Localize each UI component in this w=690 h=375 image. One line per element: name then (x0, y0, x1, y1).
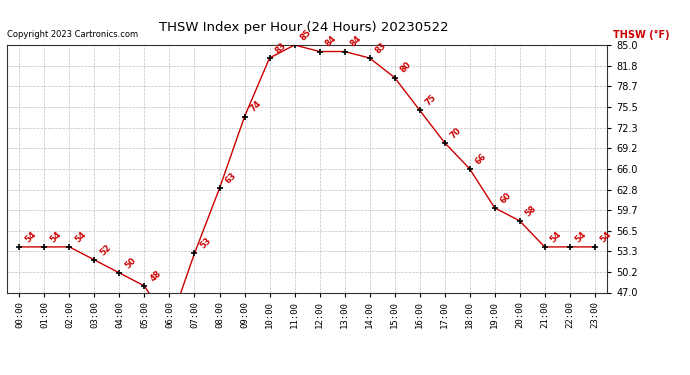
Text: 60: 60 (499, 190, 513, 205)
Text: 83: 83 (374, 41, 388, 55)
Text: THSW Index per Hour (24 Hours) 20230522: THSW Index per Hour (24 Hours) 20230522 (159, 21, 448, 34)
Text: 54: 54 (74, 230, 88, 244)
Text: 58: 58 (524, 204, 538, 218)
Text: Copyright 2023 Cartronics.com: Copyright 2023 Cartronics.com (7, 30, 138, 39)
Text: 74: 74 (248, 99, 264, 114)
Text: 48: 48 (148, 268, 164, 283)
Text: 54: 54 (48, 230, 63, 244)
Text: 84: 84 (348, 34, 364, 49)
Text: 66: 66 (474, 151, 489, 166)
Text: 70: 70 (448, 125, 463, 140)
Text: 80: 80 (399, 60, 413, 75)
Text: 84: 84 (324, 34, 338, 49)
Text: 54: 54 (599, 230, 613, 244)
Text: 63: 63 (224, 171, 238, 186)
Text: 50: 50 (124, 256, 138, 270)
Text: 42: 42 (0, 374, 1, 375)
Text: 83: 83 (274, 41, 288, 55)
Text: 52: 52 (99, 243, 113, 257)
Text: 54: 54 (574, 230, 589, 244)
Text: THSW (°F): THSW (°F) (613, 30, 670, 40)
Text: 75: 75 (424, 93, 438, 107)
Text: 54: 54 (23, 230, 38, 244)
Text: 53: 53 (199, 236, 213, 250)
Text: 54: 54 (549, 230, 564, 244)
Text: 85: 85 (299, 28, 313, 42)
